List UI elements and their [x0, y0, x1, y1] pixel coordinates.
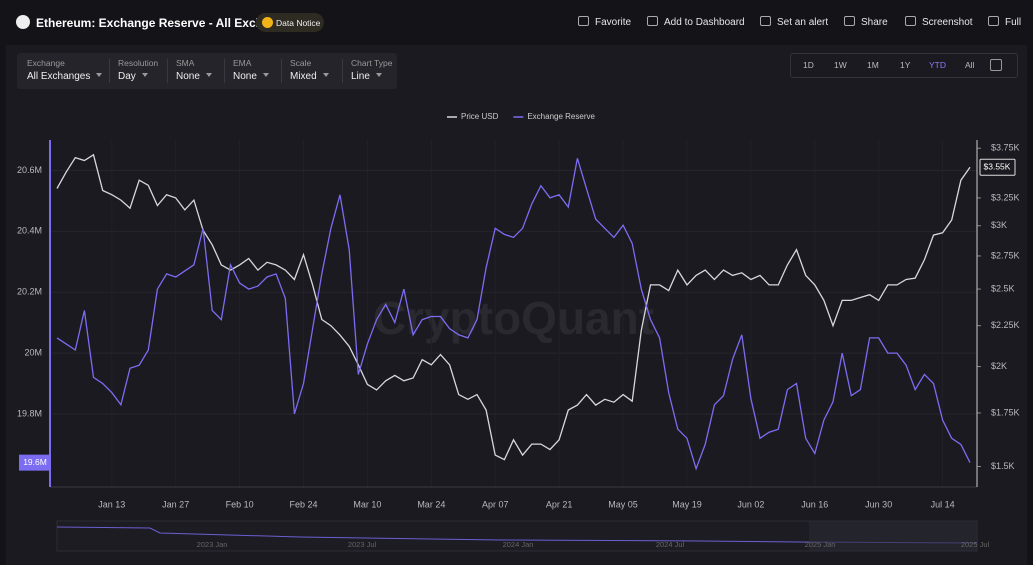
x-tick-label: Mar 10 — [353, 499, 381, 509]
y2-tick-label: $3K — [991, 220, 1007, 230]
navigator-line — [56, 526, 978, 544]
y-tick-label: 19.8M — [17, 408, 42, 418]
control-value: Day — [118, 71, 148, 82]
y2-tick-label: $2.75K — [991, 250, 1020, 260]
header: Ethereum: Exchange Reserve - All Exchang… — [0, 0, 1033, 45]
navigator-label: 2025 Jul — [961, 540, 990, 549]
control[interactable]: Resolution Day — [118, 53, 176, 89]
action[interactable]: Share — [844, 16, 888, 28]
x-tick-label: Mar 24 — [417, 499, 445, 509]
controls: Exchange All Exchanges Resolution Day SMA Non… — [17, 53, 397, 89]
y-tick-label: 20.6M — [17, 165, 42, 175]
end-label-box — [979, 158, 1016, 176]
separator — [224, 59, 225, 83]
title: Ethereum: Exchange Reserve - All Exchang… — [36, 16, 298, 30]
control-value: None — [233, 71, 269, 82]
navigator-window — [809, 521, 977, 551]
series-line — [56, 153, 971, 461]
notice-text: Data Notice — [276, 18, 321, 28]
range-button[interactable]: 1M — [867, 60, 879, 70]
navigator-label: 2023 Jul — [348, 540, 377, 549]
x-tick-label: Apr 21 — [546, 499, 573, 509]
y-tick-label: 20.2M — [17, 287, 42, 297]
control-value: All Exchanges — [27, 71, 102, 82]
y2-tick-label: $2.25K — [991, 320, 1020, 330]
y2-tick-label: $2K — [991, 361, 1007, 371]
range-button[interactable]: 1Y — [900, 60, 911, 70]
data-notice[interactable]: Data Notice — [256, 13, 324, 32]
action-label: Add to Dashboard — [664, 17, 745, 28]
action[interactable]: Favorite — [578, 16, 631, 28]
x-tick-label: Jun 16 — [801, 499, 828, 509]
action-label: Share — [861, 17, 888, 28]
action-label: Full — [1005, 17, 1022, 28]
control-label: Chart Type — [351, 58, 393, 68]
y-tick-label: 20.4M — [17, 226, 42, 236]
action[interactable]: Set an alert — [760, 16, 828, 28]
range-button[interactable]: All — [965, 60, 975, 70]
control-label: Resolution — [118, 58, 159, 68]
series-line — [56, 158, 971, 471]
x-tick-label: Jul 14 — [931, 499, 955, 509]
x-tick-label: Jun 02 — [737, 499, 764, 509]
action[interactable]: Add to Dashboard — [647, 16, 745, 28]
legend-label: Price USD — [461, 112, 499, 121]
navigator-label: 2024 Jul — [656, 540, 685, 549]
navigator-label: 2023 Jan — [197, 540, 228, 549]
action-label: Screenshot — [922, 17, 973, 28]
action[interactable]: Screenshot — [905, 16, 973, 28]
control-value: Line — [351, 71, 382, 82]
action-label: Set an alert — [777, 17, 829, 28]
legend-label: Exchange Reserve — [527, 112, 595, 121]
control-label: Scale — [290, 58, 312, 68]
separator — [109, 59, 110, 83]
x-tick-label: May 19 — [672, 499, 702, 509]
calendar-icon[interactable] — [990, 59, 1002, 71]
control-value: Mixed — [290, 71, 329, 82]
x-tick-label: Feb 10 — [226, 499, 254, 509]
watermark: CryptoQuant — [373, 292, 654, 344]
navigator-label: 2024 Jan — [503, 540, 534, 549]
separator — [167, 59, 168, 83]
range-button[interactable]: YTD — [929, 60, 946, 70]
y2-tick-label: $3.75K — [991, 143, 1020, 153]
x-tick-label: Feb 24 — [289, 499, 317, 509]
action[interactable]: Full — [988, 16, 1021, 28]
end-label: $3.55K — [984, 162, 1011, 172]
end-label-box — [19, 454, 50, 471]
control-value: None — [176, 71, 212, 82]
control[interactable]: EMA None — [233, 53, 290, 89]
x-tick-label: Jun 30 — [865, 499, 892, 509]
control[interactable]: Chart Type Line — [351, 53, 397, 89]
range-button[interactable]: 1W — [834, 60, 847, 70]
x-tick-label: Jan 27 — [162, 499, 189, 509]
x-tick-label: Apr 07 — [482, 499, 509, 509]
y2-tick-label: $1.75K — [991, 407, 1020, 417]
x-tick-label: Jan 13 — [98, 499, 125, 509]
x-tick-label: May 05 — [608, 499, 638, 509]
range-button[interactable]: 1D — [803, 60, 814, 70]
y2-tick-label: $2.5K — [991, 283, 1015, 293]
control-label: EMA — [233, 58, 252, 68]
range-selector: 1D 1W 1M 1Y YTD All — [790, 53, 1018, 78]
separator — [281, 59, 282, 83]
y2-tick-label: $1.5K — [991, 461, 1015, 471]
navigator-label: 2025 Jan — [805, 540, 836, 549]
separator — [342, 59, 343, 83]
eth-icon — [16, 15, 30, 29]
control[interactable]: Exchange All Exchanges — [27, 53, 118, 89]
y2-tick-label: $3.25K — [991, 192, 1020, 202]
control-label: Exchange — [27, 58, 65, 68]
end-label: 19.6M — [23, 457, 47, 467]
control-label: SMA — [176, 58, 195, 68]
action-label: Favorite — [595, 17, 632, 28]
y-tick-label: 20M — [24, 347, 42, 357]
control[interactable]: SMA None — [176, 53, 233, 89]
control[interactable]: Scale Mixed — [290, 53, 351, 89]
